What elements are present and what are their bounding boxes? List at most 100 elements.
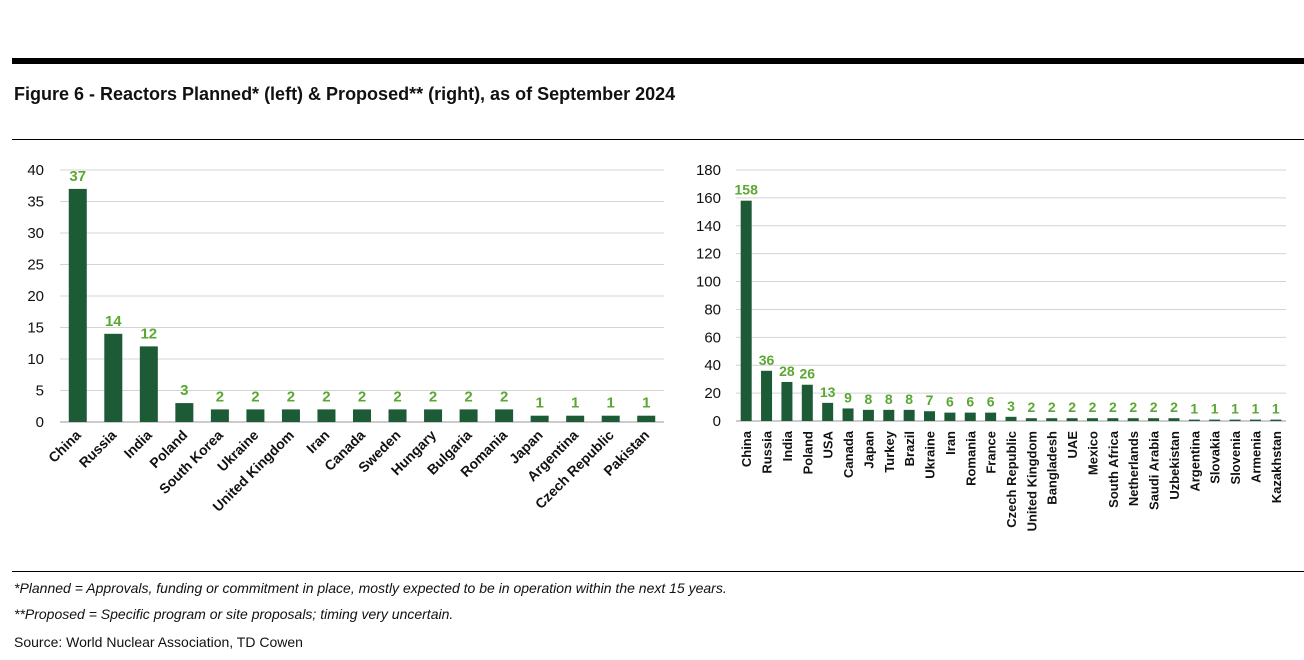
proposed-bar-south-africa bbox=[1107, 418, 1119, 421]
planned-bar-china bbox=[68, 188, 87, 422]
proposed-bar-united-kingdom bbox=[1025, 418, 1037, 421]
proposed-data-label: 36 bbox=[759, 352, 775, 368]
proposed-category-label: Japan bbox=[861, 431, 876, 469]
proposed-data-label: 2 bbox=[1170, 399, 1178, 415]
planned-data-label: 1 bbox=[571, 395, 579, 412]
planned-bar-canada bbox=[353, 409, 371, 422]
proposed-bar-czech-republic bbox=[1005, 416, 1017, 421]
proposed-footnote: **Proposed = Specific program or site pr… bbox=[14, 606, 454, 622]
planned-bar-russia bbox=[104, 333, 123, 422]
proposed-category-label: Argentina bbox=[1187, 430, 1202, 491]
proposed-category-label: Bangladesh bbox=[1045, 431, 1060, 505]
proposed-category-label: USA bbox=[821, 430, 836, 458]
proposed-bar-romania bbox=[964, 412, 976, 421]
proposed-bar-bangladesh bbox=[1046, 418, 1058, 421]
planned-bar-hungary bbox=[424, 409, 443, 422]
proposed-data-label: 2 bbox=[1089, 399, 1097, 415]
proposed-data-label: 6 bbox=[946, 394, 954, 410]
planned-data-label: 2 bbox=[393, 388, 401, 405]
proposed-y-tick-label: 0 bbox=[713, 413, 721, 430]
proposed-category-label: India bbox=[780, 430, 795, 461]
proposed-category-label: Canada bbox=[841, 430, 856, 478]
proposed-data-label: 28 bbox=[779, 363, 795, 379]
proposed-bar-india bbox=[781, 381, 793, 421]
proposed-bar-japan bbox=[862, 409, 874, 421]
planned-data-label: 1 bbox=[607, 395, 615, 412]
planned-bar-united-kingdom bbox=[281, 409, 300, 422]
planned-data-label: 2 bbox=[358, 388, 366, 405]
proposed-chart: 020406080100120140160180158China36Russia… bbox=[696, 162, 1286, 531]
proposed-category-label: Turkey bbox=[882, 430, 897, 472]
planned-y-tick-label: 15 bbox=[27, 320, 44, 337]
proposed-bar-saudi-arabia bbox=[1148, 418, 1160, 421]
proposed-bar-france bbox=[985, 412, 997, 421]
proposed-y-tick-label: 80 bbox=[704, 301, 721, 318]
planned-data-label: 2 bbox=[216, 388, 224, 405]
proposed-category-label: Uzbekistan bbox=[1167, 431, 1182, 500]
planned-bar-india bbox=[139, 346, 158, 422]
proposed-data-label: 7 bbox=[926, 392, 934, 408]
planned-data-label: 1 bbox=[642, 395, 650, 412]
proposed-y-tick-label: 100 bbox=[696, 274, 721, 291]
proposed-data-label: 1 bbox=[1190, 401, 1198, 417]
proposed-category-label: Slovakia bbox=[1208, 430, 1223, 484]
proposed-data-label: 9 bbox=[844, 389, 852, 405]
proposed-category-label: Iran bbox=[943, 431, 958, 455]
planned-bar-iran bbox=[317, 409, 336, 422]
planned-y-tick-label: 40 bbox=[27, 162, 44, 179]
proposed-bar-mexico bbox=[1086, 418, 1098, 421]
proposed-data-label: 2 bbox=[1109, 399, 1117, 415]
proposed-category-label: Romania bbox=[963, 430, 978, 486]
proposed-bar-armenia bbox=[1249, 419, 1261, 421]
proposed-category-label: Ukraine bbox=[923, 431, 938, 479]
title-rule bbox=[12, 139, 1304, 140]
proposed-bar-poland bbox=[801, 384, 813, 421]
top-rule bbox=[12, 58, 1304, 64]
proposed-data-label: 2 bbox=[1027, 399, 1035, 415]
proposed-data-label: 2 bbox=[1048, 399, 1056, 415]
source-note: Source: World Nuclear Association, TD Co… bbox=[14, 634, 303, 650]
proposed-data-label: 2 bbox=[1150, 399, 1158, 415]
proposed-category-label: China bbox=[739, 430, 754, 467]
planned-data-label: 37 bbox=[69, 168, 86, 185]
planned-data-label: 1 bbox=[535, 395, 543, 412]
proposed-bar-turkey bbox=[883, 409, 895, 421]
proposed-data-label: 1 bbox=[1231, 401, 1239, 417]
proposed-y-tick-label: 120 bbox=[696, 246, 721, 263]
proposed-bar-iran bbox=[944, 412, 956, 421]
proposed-bar-uzbekistan bbox=[1168, 418, 1180, 421]
planned-data-label: 2 bbox=[251, 388, 259, 405]
proposed-category-label: Netherlands bbox=[1126, 431, 1141, 506]
proposed-data-label: 8 bbox=[885, 391, 893, 407]
proposed-category-label: Russia bbox=[760, 430, 775, 473]
planned-data-label: 2 bbox=[464, 388, 472, 405]
planned-data-label: 2 bbox=[429, 388, 437, 405]
footer-rule bbox=[12, 571, 1304, 572]
planned-bar-romania bbox=[495, 409, 514, 422]
proposed-category-label: United Kingdom bbox=[1024, 431, 1039, 531]
proposed-category-label: Mexico bbox=[1085, 431, 1100, 475]
proposed-category-label: Saudi Arabia bbox=[1147, 430, 1162, 510]
planned-y-tick-label: 35 bbox=[27, 194, 44, 211]
proposed-bar-argentina bbox=[1188, 419, 1200, 421]
proposed-bar-uae bbox=[1066, 418, 1078, 421]
planned-data-label: 3 bbox=[180, 382, 188, 399]
proposed-category-label: Slovenia bbox=[1228, 430, 1243, 484]
proposed-category-label: Brazil bbox=[902, 431, 917, 466]
planned-y-tick-label: 20 bbox=[27, 288, 44, 305]
proposed-bar-slovenia bbox=[1229, 419, 1241, 421]
proposed-bar-canada bbox=[842, 408, 854, 421]
planned-data-label: 2 bbox=[287, 388, 295, 405]
planned-y-tick-label: 25 bbox=[27, 257, 44, 274]
planned-bar-south-korea bbox=[210, 409, 229, 422]
proposed-data-label: 8 bbox=[905, 391, 913, 407]
proposed-y-tick-label: 180 bbox=[696, 162, 721, 179]
proposed-category-label: Kazakhstan bbox=[1269, 431, 1284, 503]
proposed-y-tick-label: 140 bbox=[696, 218, 721, 235]
planned-footnote: *Planned = Approvals, funding or commitm… bbox=[14, 580, 727, 596]
proposed-category-label: France bbox=[984, 431, 999, 474]
planned-data-label: 12 bbox=[140, 325, 157, 342]
proposed-category-label: South Africa bbox=[1106, 430, 1121, 508]
proposed-bar-brazil bbox=[903, 409, 915, 421]
